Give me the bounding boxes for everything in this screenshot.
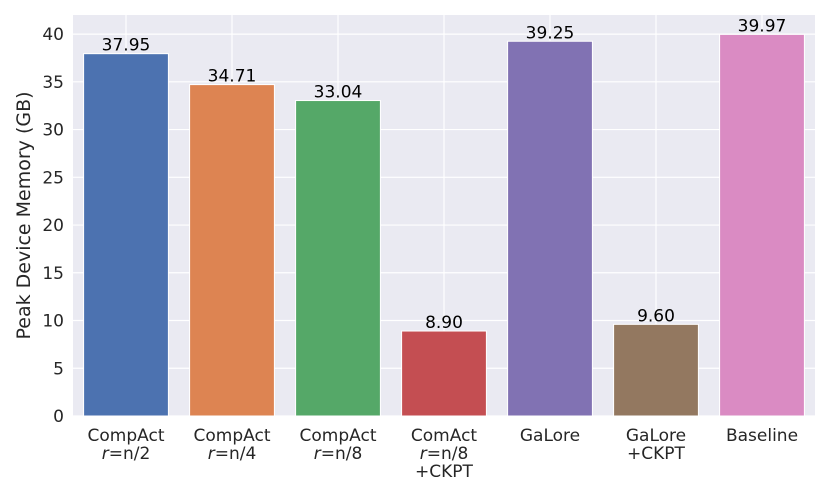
- x-tick-label: CompAct r=n/4: [194, 426, 271, 464]
- y-tick-label: 30: [42, 121, 64, 141]
- bar: [401, 330, 487, 417]
- bar-value-label: 33.04: [314, 83, 363, 103]
- bar-value-label: 8.90: [425, 313, 463, 333]
- bar-value-label: 39.25: [526, 23, 575, 43]
- bar-value-label: 39.97: [738, 16, 787, 36]
- bar: [719, 33, 805, 417]
- bar-value-label: 9.60: [637, 306, 675, 326]
- y-tick-label: 25: [42, 168, 64, 188]
- value-labels: 37.95 34.71 33.04 8.90 39.25 9.60 39.97: [102, 16, 787, 333]
- y-tick-label: 10: [42, 312, 64, 332]
- bar: [83, 53, 169, 417]
- y-tick-label: 15: [42, 264, 64, 284]
- x-axis-labels: CompAct r=n/2 CompAct r=n/4 CompAct r=n/8 ComA…: [88, 426, 799, 482]
- y-axis-title: Peak Device Memory (GB): [13, 91, 35, 339]
- bar: [295, 100, 381, 417]
- x-tick-label: ComAct r=n/8 +CKPT: [411, 426, 478, 482]
- y-tick-label: 5: [53, 359, 64, 379]
- x-tick-label: CompAct r=n/8: [300, 426, 377, 464]
- y-tick-label: 40: [42, 25, 64, 45]
- y-axis-ticks: 0 5 10 15 20 25 30 35 40: [42, 25, 64, 427]
- x-tick-label: GaLore: [520, 426, 580, 446]
- bar: [507, 40, 593, 417]
- x-tick-label: GaLore +CKPT: [626, 426, 686, 464]
- y-tick-label: 0: [53, 407, 64, 427]
- y-tick-label: 35: [42, 73, 64, 93]
- y-tick-label: 20: [42, 216, 64, 236]
- bar: [613, 323, 699, 417]
- x-tick-label: Baseline: [726, 426, 798, 446]
- bar: [189, 84, 275, 417]
- bar-value-label: 34.71: [208, 67, 257, 87]
- bar-value-label: 37.95: [102, 36, 151, 56]
- bars: [83, 33, 805, 417]
- x-tick-label: CompAct r=n/2: [88, 426, 165, 464]
